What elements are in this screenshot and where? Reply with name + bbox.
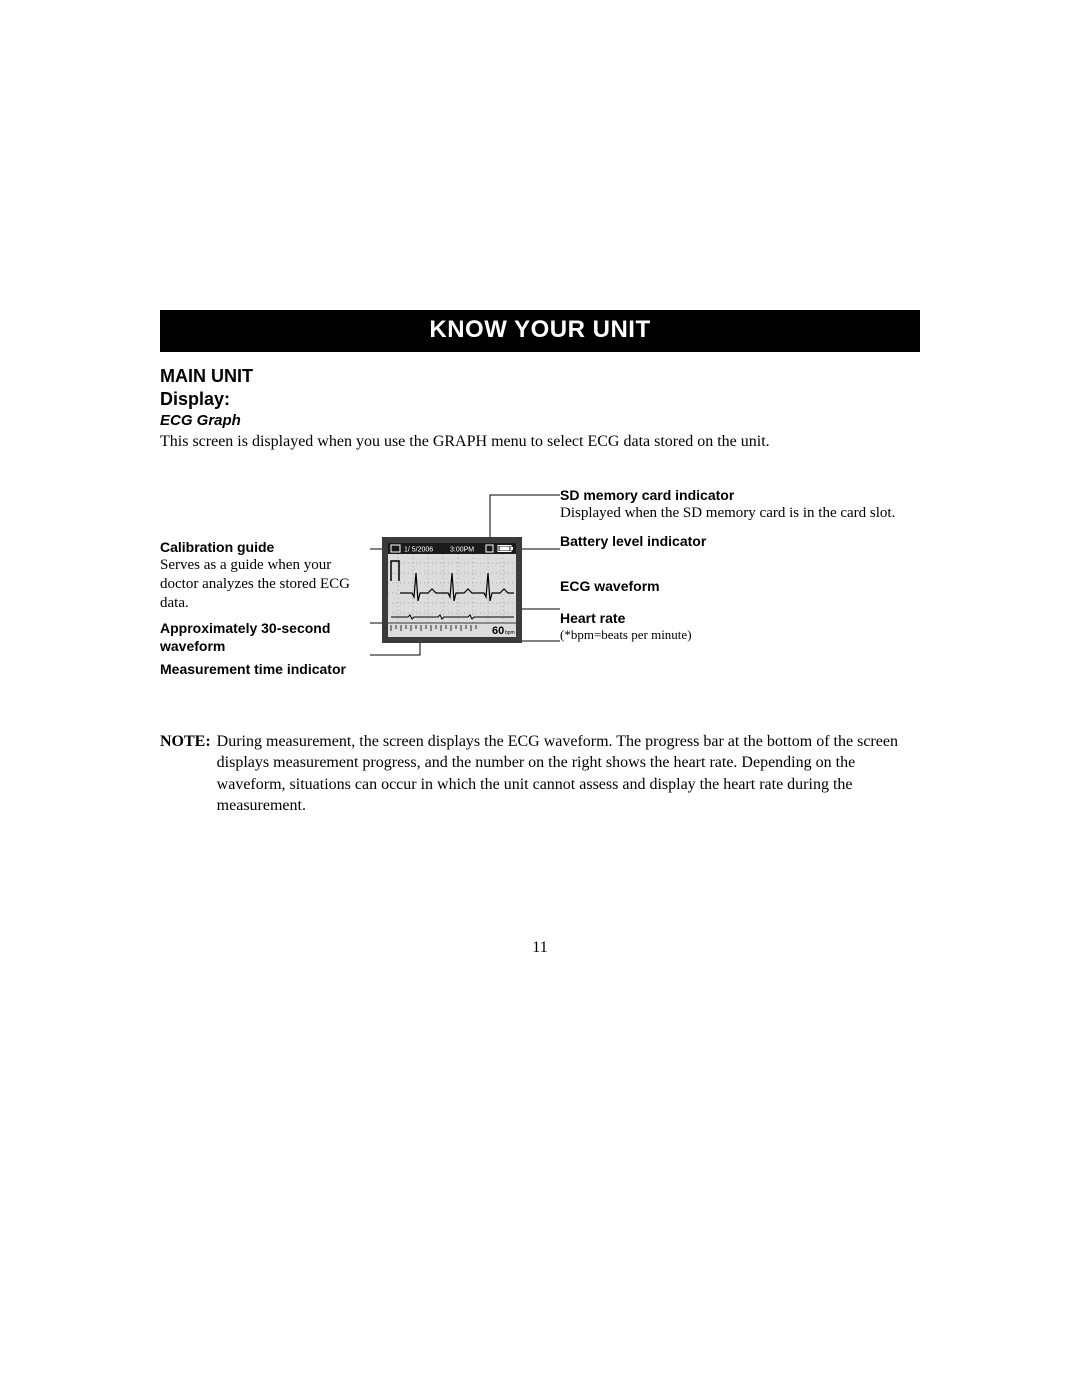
manual-page: KNOW YOUR UNIT MAIN UNIT Display: ECG Gr… <box>0 0 1080 1397</box>
desc-heart-rate: (*bpm=beats per minute) <box>560 627 920 643</box>
label-battery-indicator: Battery level indicator <box>560 533 920 551</box>
screen-grid <box>388 554 516 623</box>
screen-hr-unit: bpm <box>505 630 515 636</box>
ecg-waveform-2 <box>391 615 514 619</box>
device-screen: 1/ 5/2006 3:00PM <box>382 537 522 643</box>
label-ecg-waveform: ECG waveform <box>560 578 920 596</box>
diagram: Calibration guide Serves as a guide when… <box>160 487 920 697</box>
label-time-indicator: Measurement time indicator <box>160 661 370 679</box>
screen-date: 1/ 5/2006 <box>404 546 433 553</box>
desc-sd-indicator: Displayed when the SD memory card is in … <box>560 504 920 523</box>
screen-time: 3:00PM <box>450 546 474 553</box>
label-30sec-waveform: Approximately 30-second waveform <box>160 620 370 655</box>
page-number: 11 <box>0 939 1080 957</box>
desc-calibration-guide: Serves as a guide when your doctor analy… <box>160 556 370 612</box>
time-ticks <box>391 625 476 631</box>
ecg-waveform <box>400 573 514 601</box>
label-calibration-guide: Calibration guide <box>160 539 370 557</box>
label-heart-rate: Heart rate <box>560 610 920 628</box>
intro-text: This screen is displayed when you use th… <box>160 431 920 453</box>
device-screen-svg: 1/ 5/2006 3:00PM <box>388 543 516 637</box>
note-text: During measurement, the screen displays … <box>217 731 920 817</box>
label-sd-indicator: SD memory card indicator <box>560 487 920 505</box>
section-banner: KNOW YOUR UNIT <box>160 310 920 352</box>
note-label: NOTE: <box>160 731 217 817</box>
heading-main-unit: MAIN UNIT <box>160 366 920 387</box>
screen-hr-value: 60 <box>492 625 504 637</box>
note: NOTE: During measurement, the screen dis… <box>160 731 920 817</box>
heading-display: Display: <box>160 389 920 410</box>
heading-ecg-graph: ECG Graph <box>160 412 920 429</box>
